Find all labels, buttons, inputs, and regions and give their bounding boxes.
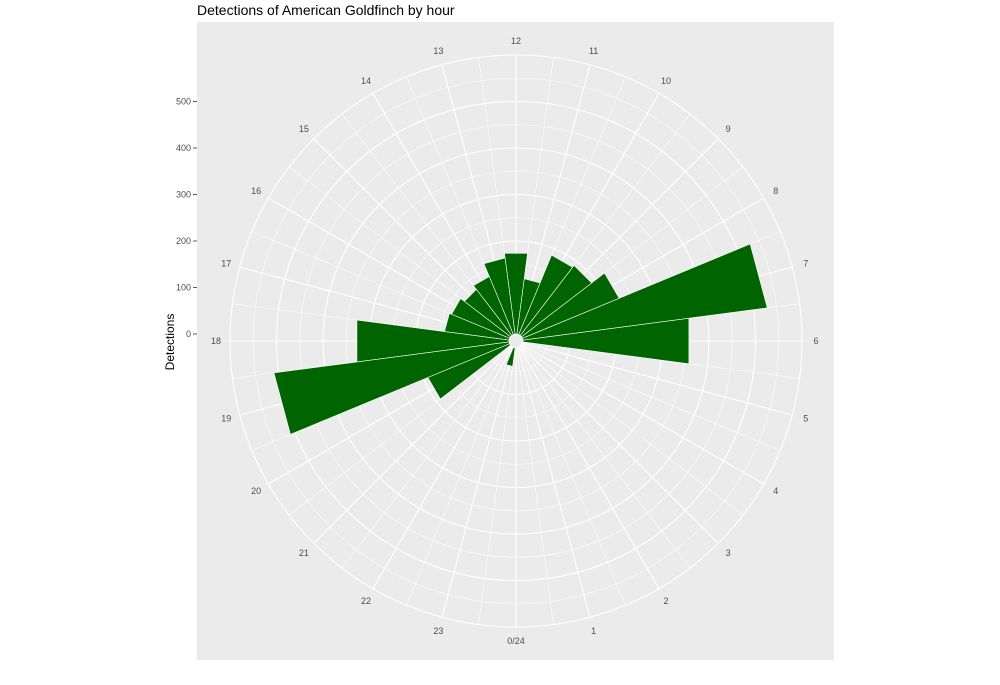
- y-tick-label: 500: [176, 97, 191, 107]
- grid-radial-line: [441, 347, 515, 618]
- hour-label: 14: [361, 76, 371, 86]
- hour-label: 16: [251, 186, 261, 196]
- grid-radial-minor-line: [478, 347, 516, 625]
- bar-hour-14: [473, 276, 514, 336]
- y-tick-label: 200: [176, 236, 191, 246]
- grid-radial-line: [519, 346, 660, 589]
- grid-radial-minor-line: [520, 346, 691, 569]
- bar-hour-9: [519, 264, 593, 338]
- grid-radial-line: [521, 344, 764, 485]
- grid-radial-line: [522, 342, 793, 416]
- grid-radial-minor-line: [341, 346, 512, 569]
- hour-label: 19: [221, 414, 231, 424]
- grid-radial-minor-line: [518, 347, 626, 606]
- hour-label: 8: [773, 186, 778, 196]
- grid-radial-minor-line: [516, 347, 554, 625]
- bars-layer: [273, 243, 768, 435]
- grid-radial-minor-line: [406, 347, 514, 606]
- hour-labels: 0/24123456789101112131415161718192021222…: [211, 36, 819, 646]
- hour-label: 2: [663, 596, 668, 606]
- y-tick-label: 100: [176, 283, 191, 293]
- bar-hour-20: [427, 343, 511, 400]
- hour-label: 1: [591, 626, 596, 636]
- hour-label: 13: [433, 46, 443, 56]
- y-tick-label: 400: [176, 143, 191, 153]
- bar-hour-7: [522, 243, 768, 341]
- hour-label: 12: [511, 36, 521, 46]
- chart-title: Detections of American Goldfinch by hour: [197, 2, 455, 18]
- grid-radial-line: [517, 347, 591, 618]
- hour-label: 17: [221, 258, 231, 268]
- bar-hour-23: [505, 347, 516, 367]
- y-tick-label: 0: [186, 329, 191, 339]
- hour-label: 21: [299, 548, 309, 558]
- hour-label: 22: [361, 596, 371, 606]
- bar-hour-19: [273, 341, 510, 435]
- grid-radial-line: [372, 346, 513, 589]
- hour-label: 4: [773, 486, 778, 496]
- hour-label: 11: [589, 46, 598, 56]
- hour-label: 3: [726, 548, 731, 558]
- hour-label: 18: [211, 336, 221, 346]
- hour-label: 15: [299, 124, 309, 134]
- hour-label: 6: [813, 336, 818, 346]
- hour-label: 9: [726, 124, 731, 134]
- bar-hour-10: [518, 254, 574, 336]
- grid-radial-minor-line: [521, 345, 744, 516]
- y-tick-label: 300: [176, 190, 191, 200]
- hour-label: 0/24: [507, 636, 525, 646]
- grid-radial-line: [520, 345, 719, 544]
- grid-radial-minor-line: [522, 343, 781, 451]
- grid-radial-line: [313, 345, 512, 544]
- bar-hour-13: [483, 257, 516, 335]
- hour-label: 20: [251, 486, 261, 496]
- y-axis: 0 100 200 300 400 500: [176, 97, 197, 339]
- hour-label: 7: [803, 258, 808, 268]
- hour-label: 10: [661, 76, 671, 86]
- bar-hour-12: [504, 253, 528, 335]
- hour-label: 5: [803, 414, 808, 424]
- bar-hour-8: [521, 272, 620, 339]
- hour-label: 23: [433, 626, 443, 636]
